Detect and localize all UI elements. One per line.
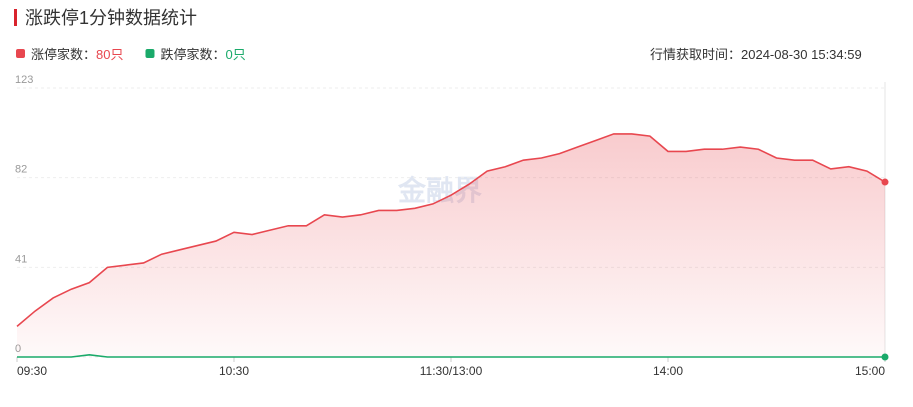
- y-tick-label: 123: [15, 74, 33, 86]
- x-tick-label: 15:00: [855, 364, 885, 378]
- line: [16, 133, 886, 327]
- legend-label: 跌停家数：: [160, 47, 225, 62]
- line: [17, 354, 885, 358]
- legend-value: 0只: [226, 47, 246, 62]
- x-tick-label: 14:00: [653, 364, 683, 378]
- end-point: [881, 178, 889, 186]
- legend-swatch: [16, 49, 25, 58]
- y-tick-label: 82: [15, 164, 27, 176]
- end-point: [881, 353, 889, 361]
- legend-label: 涨停家数：: [31, 47, 96, 62]
- legend-value: 80只: [96, 47, 123, 62]
- chart-title: 涨跌停1分钟数据统计: [25, 8, 197, 28]
- update-time: 行情获取时间：2024-08-30 15:34:59: [650, 47, 862, 62]
- title-bar: [14, 9, 17, 26]
- x-tick-label: 10:30: [219, 364, 249, 378]
- y-tick-label: 41: [15, 253, 27, 265]
- legend-swatch: [145, 49, 155, 58]
- area: [17, 133, 885, 357]
- x-tick-label: 09:30: [17, 364, 47, 378]
- x-tick-label: 11:30/13:00: [420, 364, 483, 378]
